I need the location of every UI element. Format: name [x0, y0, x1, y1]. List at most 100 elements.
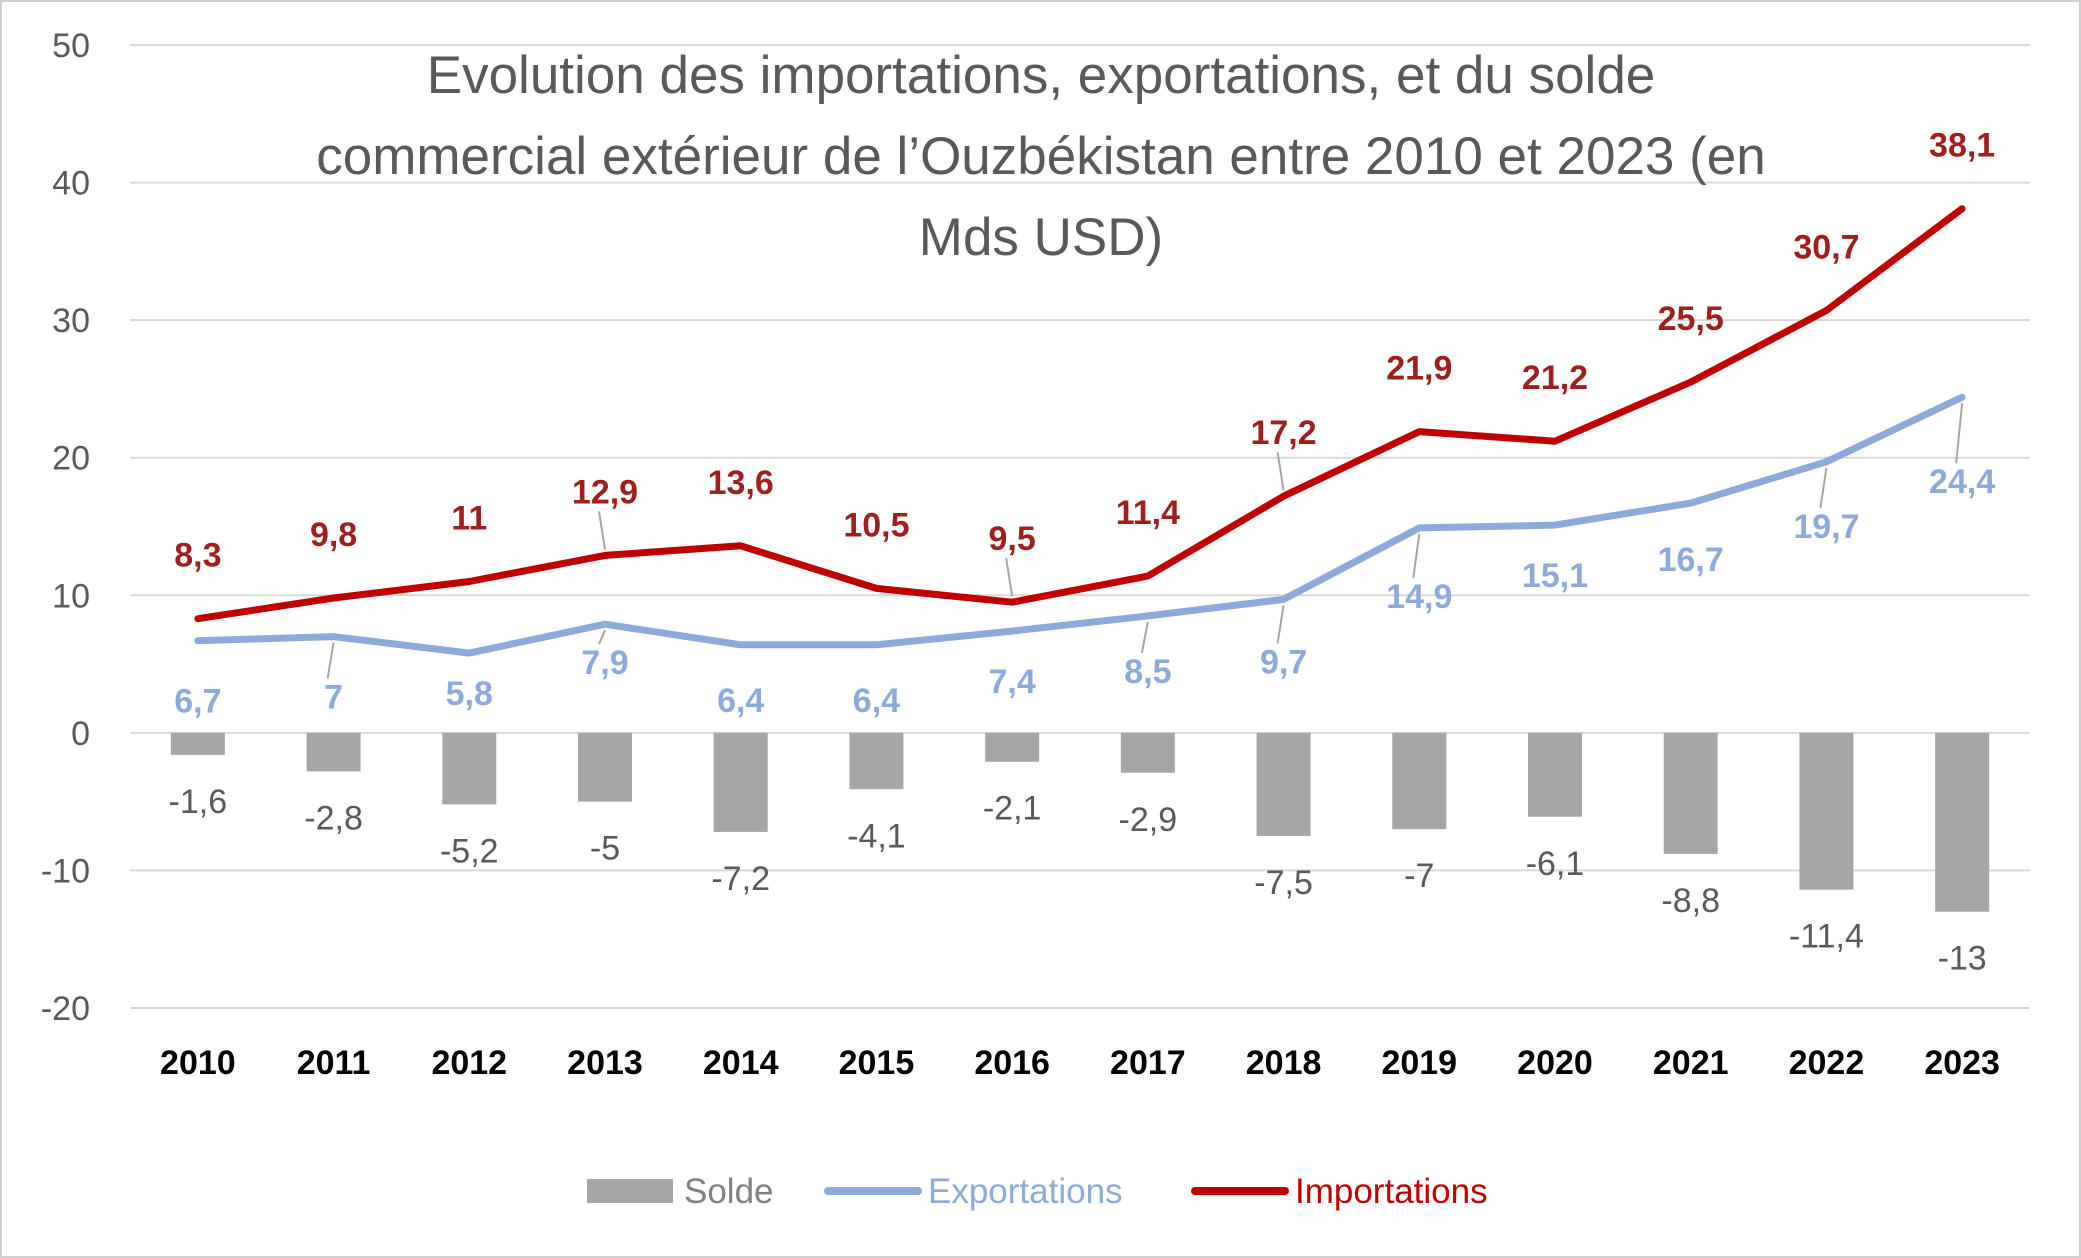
importations-label-2020: 21,2	[1522, 359, 1588, 397]
solde-label-2010: -1,6	[169, 783, 228, 821]
x-tick-label-2015: 2015	[839, 1044, 915, 1082]
importations-label-2018: 17,2	[1250, 414, 1316, 452]
importations-label-2011: 9,8	[310, 516, 357, 554]
solde-bar-2021	[1663, 732, 1718, 854]
exportations-label-2012: 5,8	[446, 675, 493, 713]
solde-bar-2010	[170, 732, 225, 755]
y-tick-label-40: 40	[52, 165, 90, 203]
solde-bar-2015	[849, 732, 904, 790]
solde-label-2020: -6,1	[1526, 845, 1585, 883]
exportations-leader-2022	[1819, 467, 1828, 508]
x-tick-label-2021: 2021	[1653, 1044, 1729, 1082]
y-tick-label--10: -10	[41, 852, 90, 890]
solde-bar-2018	[1256, 732, 1311, 837]
exportations-label-2016: 7,4	[989, 663, 1036, 701]
exportations-leader-2011	[326, 642, 335, 679]
x-tick-label-2020: 2020	[1517, 1044, 1593, 1082]
solde-label-2015: -4,1	[847, 817, 906, 855]
solde-bar-2013	[578, 732, 632, 802]
solde-bars	[170, 732, 1990, 912]
importations-label-2019: 21,9	[1386, 350, 1452, 388]
solde-bar-2022	[1799, 732, 1854, 890]
importations-label-2023: 38,1	[1929, 127, 1995, 165]
solde-label-2019: -7	[1404, 857, 1434, 895]
importations-leader-2018	[1276, 452, 1285, 491]
importations-label-2016: 9,5	[989, 520, 1036, 558]
series-lines	[194, 205, 1966, 657]
x-tick-label-2017: 2017	[1110, 1044, 1186, 1082]
exportations-leader-2013	[598, 629, 606, 645]
x-tick-label-2012: 2012	[431, 1044, 507, 1082]
solde-bar-2012	[442, 732, 497, 805]
importations-leader-2013	[598, 511, 606, 550]
exportations-label-2022: 19,7	[1793, 508, 1859, 546]
x-tick-label-2023: 2023	[1924, 1044, 2000, 1082]
chart-title: Evolution des importations, exportations…	[316, 46, 1765, 267]
exportations-label-2017: 8,5	[1124, 653, 1171, 691]
solde-label-2017: -2,9	[1119, 801, 1178, 839]
y-tick-label-50: 50	[52, 27, 90, 65]
solde-bar-2020	[1528, 732, 1582, 817]
legend-swatch-solde	[587, 1179, 673, 1203]
importations-label-2013: 12,9	[572, 473, 638, 511]
legend-label-importations: Importations	[1295, 1172, 1488, 1211]
importations-line	[194, 205, 1966, 623]
y-tick-label--20: -20	[41, 990, 90, 1028]
importations-label-2021: 25,5	[1658, 300, 1724, 338]
x-tick-label-2013: 2013	[567, 1044, 643, 1082]
y-tick-label-30: 30	[52, 302, 90, 340]
exportations-label-2023: 24,4	[1929, 463, 1995, 501]
y-tick-label-10: 10	[52, 577, 90, 615]
solde-label-2021: -8,8	[1661, 882, 1720, 920]
exportations-label-2020: 15,1	[1522, 557, 1588, 595]
x-tick-label-2016: 2016	[974, 1044, 1050, 1082]
exportations-label-2013: 7,9	[581, 644, 628, 682]
y-tick-label-0: 0	[71, 715, 90, 753]
label-leader-lines	[326, 403, 1964, 679]
x-tick-label-2022: 2022	[1789, 1044, 1865, 1082]
chart-title-line-3: Mds USD)	[919, 208, 1163, 267]
exportations-line	[194, 393, 1966, 657]
x-tick-label-2014: 2014	[703, 1044, 779, 1082]
exportations-label-2018: 9,7	[1260, 643, 1307, 681]
x-tick-label-2010: 2010	[160, 1044, 236, 1082]
data-labels: -1,6 -2,8 -5,2 -5 -7,2 -4,1 -2,1 -2,9 -7,5 -7 -6,1…	[169, 127, 1996, 978]
exportations-label-2010: 6,7	[174, 683, 221, 721]
legend-label-solde: Solde	[684, 1172, 774, 1211]
x-tick-label-2011: 2011	[297, 1044, 371, 1082]
x-axis-ticks: 2010 2011 2012 2013 2014 2015 2016 2017 2018 2019…	[160, 1044, 2000, 1082]
solde-label-2014: -7,2	[711, 860, 770, 898]
solde-bar-2014	[713, 732, 768, 832]
x-tick-label-2018: 2018	[1246, 1044, 1322, 1082]
legend-label-exportations: Exportations	[928, 1172, 1123, 1211]
exportations-label-2019: 14,9	[1386, 578, 1452, 616]
solde-label-2022: -11,4	[1789, 918, 1864, 956]
solde-label-2023: -13	[1938, 940, 1987, 978]
exportations-label-2021: 16,7	[1658, 541, 1724, 579]
exportations-leader-2017	[1140, 621, 1149, 654]
solde-bar-2019	[1392, 732, 1447, 830]
exportations-label-2014: 6,4	[717, 682, 764, 720]
importations-label-2014: 13,6	[708, 464, 774, 502]
importations-label-2012: 11	[451, 500, 487, 538]
exportations-leader-2018	[1276, 605, 1285, 644]
solde-bar-2023	[1935, 732, 1990, 912]
solde-bar-2016	[985, 732, 1040, 762]
solde-bar-2011	[306, 732, 361, 772]
chart-title-line-1: Evolution des importations, exportations…	[427, 46, 1656, 105]
chart-legend: Solde Exportations Importations	[587, 1172, 1488, 1211]
solde-label-2011: -2,8	[304, 799, 363, 837]
y-tick-label-20: 20	[52, 440, 90, 478]
importations-leader-2016	[1005, 558, 1014, 597]
importations-label-2015: 10,5	[843, 506, 909, 544]
chart-title-line-2: commercial extérieur de l’Ouzbékistan en…	[316, 127, 1765, 186]
exportations-label-2011: 7	[324, 679, 343, 717]
exportations-leader-2023	[1955, 403, 1964, 464]
y-axis-ticks: 50 40 30 20 10 0 -10 -20	[41, 27, 90, 1028]
solde-label-2012: -5,2	[440, 832, 499, 870]
solde-label-2013: -5	[590, 830, 620, 868]
solde-label-2016: -2,1	[983, 790, 1042, 828]
solde-label-2018: -7,5	[1254, 864, 1313, 902]
exportations-leader-2019	[1412, 533, 1421, 579]
